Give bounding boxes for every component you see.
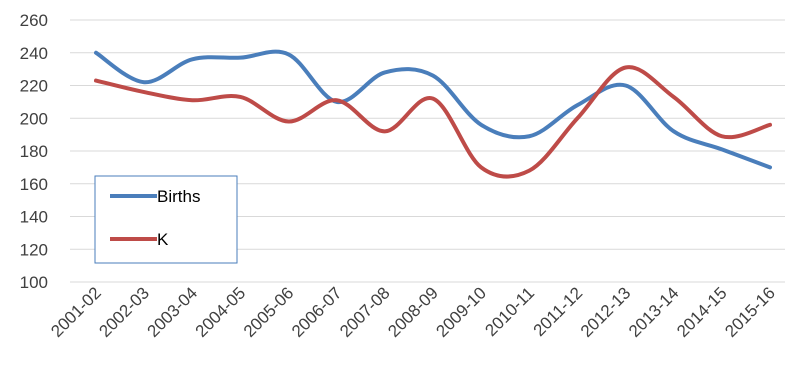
x-tick-label: 2002-03: [95, 283, 153, 341]
y-tick-label: 160: [20, 175, 48, 194]
x-tick-label: 2009-10: [432, 283, 490, 341]
x-tick-label: 2004-05: [192, 283, 250, 341]
x-tick-label: 2005-06: [240, 283, 298, 341]
y-tick-label: 200: [20, 109, 48, 128]
legend-label-births: Births: [157, 187, 200, 206]
series-line-births: [94, 49, 772, 170]
x-tick-label: 2011-12: [530, 283, 587, 340]
legend-box: [94, 175, 238, 264]
series-line-k: [94, 65, 772, 179]
y-tick-label: 220: [20, 77, 48, 96]
y-tick-label: 180: [20, 142, 48, 161]
legend: Births K: [94, 175, 238, 264]
y-tick-label: 240: [20, 44, 48, 63]
x-tick-label: 2010-11: [481, 283, 538, 340]
x-tick-label: 2003-04: [144, 283, 202, 341]
y-axis-ticks: 100 120 140 160 180 200 220 240 260: [20, 11, 48, 292]
y-tick-label: 120: [20, 240, 48, 259]
x-axis-ticks: 2001-022002-032003-042004-052005-062006-…: [47, 283, 779, 341]
x-tick-label: 2008-09: [384, 283, 442, 341]
x-tick-label: 2012-13: [577, 283, 635, 341]
x-tick-label: 2015-16: [721, 283, 779, 341]
x-tick-label: 2007-08: [336, 283, 394, 341]
y-tick-label: 260: [20, 11, 48, 30]
y-tick-label: 100: [20, 273, 48, 292]
x-tick-label: 2014-15: [673, 283, 731, 341]
x-tick-label: 2006-07: [288, 283, 346, 341]
x-tick-label: 2001-02: [47, 283, 105, 341]
legend-label-k: K: [157, 230, 169, 249]
y-tick-label: 140: [20, 208, 48, 227]
x-tick-label: 2013-14: [625, 283, 683, 341]
series-lines: [94, 49, 772, 179]
